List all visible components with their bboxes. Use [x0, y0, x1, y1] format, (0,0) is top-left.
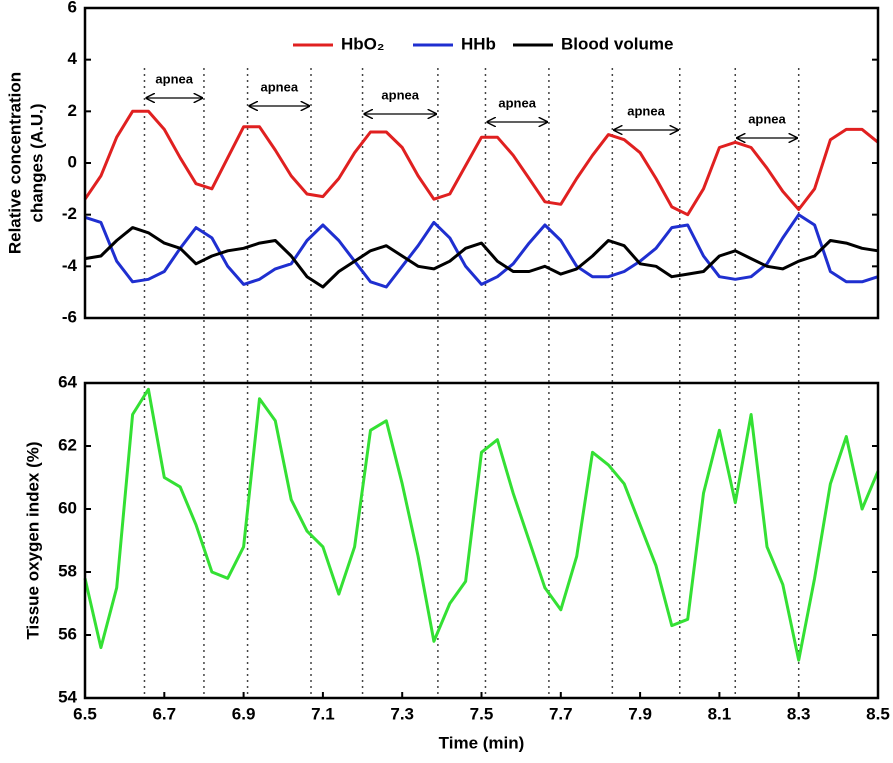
y-tick-label: 56: [58, 624, 77, 643]
plot-frame: [83, 6, 880, 320]
annotation-label: apnea: [748, 111, 786, 126]
x-tick-label: 6.7: [152, 704, 176, 723]
annotation-label: apnea: [381, 87, 419, 102]
x-tick-label: 7.5: [470, 704, 494, 723]
y-tick-label: 6: [68, 0, 77, 16]
x-tick-label: 7.1: [311, 704, 335, 723]
y-tick-label: -4: [62, 256, 78, 275]
x-tick-label: 8.1: [708, 704, 732, 723]
x-tick-label: 6.5: [73, 704, 97, 723]
x-axis-label: Time (min): [439, 733, 525, 752]
y-tick-label: 60: [58, 498, 77, 517]
x-tick-label: 6.9: [232, 704, 256, 723]
x-tick-label: 7.3: [390, 704, 414, 723]
legend-label: HHb: [461, 34, 496, 53]
y-axis-label: Relative concentration: [5, 72, 24, 254]
annotation-label: apnea: [498, 95, 536, 110]
data-line: [83, 109, 879, 217]
x-tick-label: 8.5: [866, 704, 890, 723]
y-axis-label: Tissue oxygen index (%): [23, 441, 42, 639]
data-line: [84, 213, 879, 289]
x-tick-label: 8.3: [787, 704, 811, 723]
annotation-label: apnea: [627, 103, 665, 118]
y-tick-label: 62: [58, 435, 77, 454]
y-tick-label: 64: [58, 372, 77, 391]
y-tick-label: -2: [62, 204, 77, 223]
y-tick-label: 0: [68, 152, 77, 171]
annotation-label: apnea: [260, 79, 298, 94]
data-line: [83, 387, 880, 662]
legend-label: Blood volume: [561, 34, 673, 53]
data-line: [84, 226, 879, 289]
x-tick-label: 7.9: [628, 704, 652, 723]
y-axis-label: changes (A.U.): [27, 103, 46, 222]
y-tick-label: -6: [62, 307, 77, 326]
y-tick-label: 58: [58, 561, 77, 580]
x-tick-label: 7.7: [549, 704, 573, 723]
annotation-label: apnea: [155, 71, 193, 86]
y-tick-label: 4: [68, 49, 78, 68]
legend-label: HbO₂: [341, 34, 384, 53]
y-tick-label: 54: [58, 687, 77, 706]
y-tick-label: 2: [68, 101, 77, 120]
plot-frame: [83, 381, 880, 700]
